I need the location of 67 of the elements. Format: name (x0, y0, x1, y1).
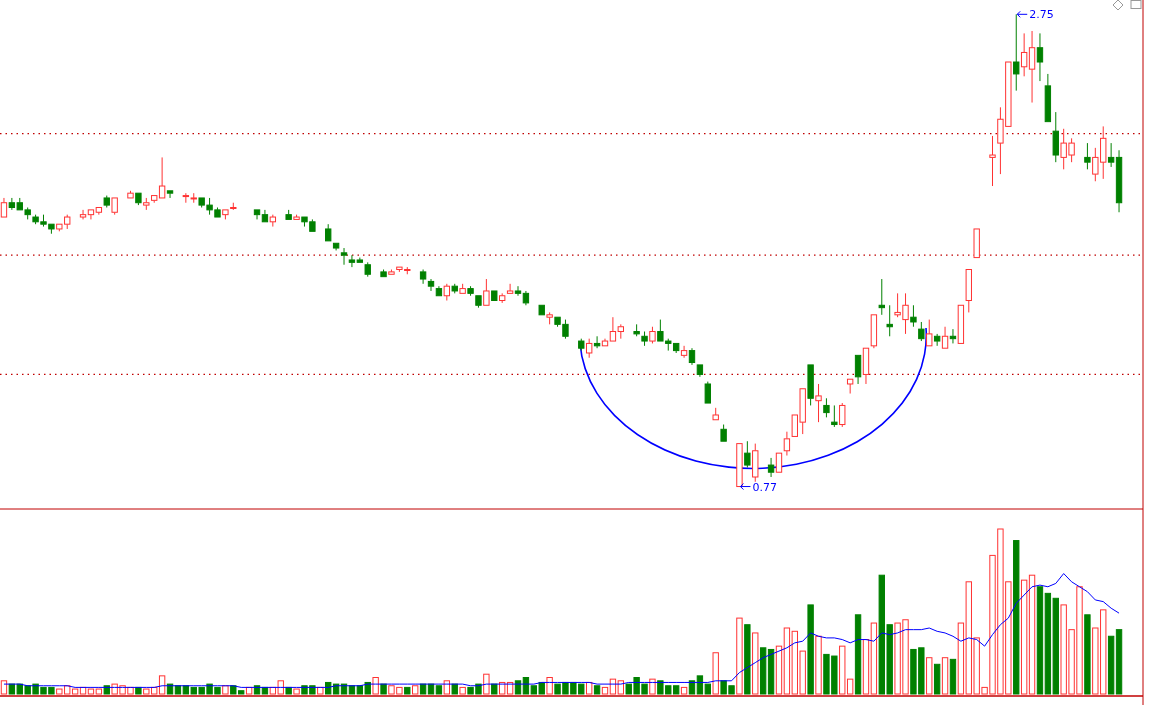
candlestick (514, 285, 522, 297)
candlestick (1028, 30, 1036, 104)
candlestick (1115, 149, 1123, 213)
bar (649, 678, 656, 695)
candlestick (1107, 142, 1115, 168)
candlestick (839, 402, 846, 428)
bar (926, 657, 933, 695)
bar (412, 685, 419, 695)
candlestick (443, 283, 451, 302)
bar (1084, 614, 1091, 695)
candlestick (783, 431, 791, 457)
bar (459, 686, 466, 695)
bar (870, 622, 878, 695)
bar (222, 685, 229, 695)
bar (688, 680, 696, 695)
bar (949, 658, 957, 695)
candlestick (1013, 13, 1020, 92)
bar (483, 673, 490, 695)
candlestick (364, 261, 371, 278)
candlestick (878, 278, 885, 316)
bar (293, 688, 300, 695)
candlestick (467, 285, 474, 297)
bar (546, 677, 553, 695)
bar (933, 663, 941, 695)
bar (1028, 574, 1036, 695)
bar (862, 639, 870, 695)
bar (451, 683, 458, 695)
bar (752, 632, 759, 695)
candlestick (680, 345, 688, 359)
bar (585, 681, 593, 695)
candlestick (688, 347, 696, 366)
candlestick (419, 269, 427, 285)
candlestick (886, 304, 893, 337)
annotation: 0.77 (752, 480, 777, 494)
candlestick (79, 209, 87, 220)
bar (174, 685, 182, 695)
bar (95, 688, 103, 695)
bar (680, 686, 688, 695)
bar (593, 685, 601, 695)
bar (744, 624, 751, 695)
annotation: 2.75 (1029, 8, 1054, 22)
candlestick (340, 247, 348, 266)
candlestick (427, 278, 435, 292)
bar (941, 657, 949, 695)
bar (1115, 629, 1123, 695)
bar (404, 686, 411, 695)
candlestick (1020, 32, 1028, 77)
candlestick (522, 290, 530, 306)
bar (1107, 635, 1115, 695)
bar (854, 614, 862, 695)
bar (775, 645, 783, 695)
candlestick (989, 135, 996, 187)
bar (1020, 579, 1028, 695)
candlestick (767, 457, 775, 478)
bar (1013, 540, 1020, 695)
candlestick (815, 383, 822, 423)
bar (815, 635, 822, 695)
bar (807, 604, 814, 695)
bar (712, 652, 719, 695)
bar (87, 688, 95, 695)
bar (601, 686, 609, 695)
bar (435, 685, 443, 695)
candlestick (499, 292, 506, 304)
candlestick (1036, 32, 1044, 82)
bar (736, 617, 743, 695)
bar (1036, 586, 1044, 695)
candlestick (831, 404, 838, 428)
